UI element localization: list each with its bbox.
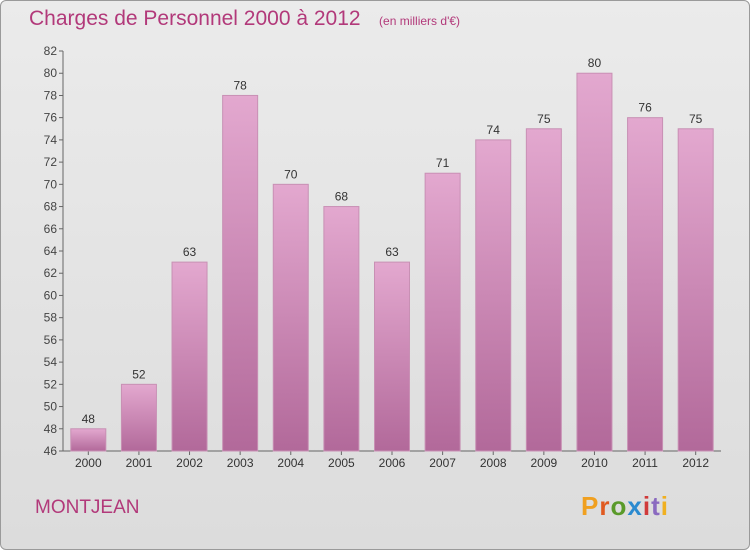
- y-tick-label: 46: [44, 444, 58, 458]
- y-tick-label: 74: [44, 133, 58, 147]
- chart-title-main: Charges de Personnel 2000 à 2012: [29, 7, 361, 30]
- y-tick-label: 60: [44, 288, 58, 302]
- bar: [222, 94, 259, 452]
- bar-value-label: 68: [335, 190, 349, 204]
- bar-value-label: 52: [132, 367, 146, 381]
- bar-value-label: 80: [588, 56, 602, 70]
- bar: [525, 128, 562, 452]
- x-tick-label: 2000: [75, 456, 102, 470]
- brand-letter: r: [599, 491, 611, 521]
- bar-value-label: 48: [82, 412, 96, 426]
- bar: [374, 261, 410, 452]
- bar: [424, 172, 461, 452]
- bar-value-label: 76: [638, 101, 652, 115]
- chart-title-unit: (en milliers d'€): [379, 14, 461, 28]
- x-tick-label: 2004: [277, 456, 304, 470]
- x-tick-label: 2005: [328, 456, 355, 470]
- bar-value-label: 75: [537, 112, 551, 126]
- y-tick-label: 68: [44, 200, 58, 214]
- brand-letter: t: [651, 491, 661, 521]
- bar: [70, 428, 107, 452]
- x-tick-label: 2010: [581, 456, 608, 470]
- x-tick-label: 2011: [632, 456, 658, 470]
- bar-value-label: 63: [385, 245, 399, 259]
- x-tick-label: 2007: [429, 456, 456, 470]
- bar: [576, 72, 613, 452]
- y-tick-label: 48: [44, 422, 58, 436]
- commune-name: MONTJEAN: [35, 497, 140, 518]
- brand-letter: P: [581, 491, 600, 521]
- brand-letter: x: [627, 491, 643, 521]
- bar: [323, 206, 360, 452]
- bar: [475, 139, 512, 452]
- bar-value-label: 74: [487, 123, 501, 137]
- x-tick-label: 2008: [480, 456, 507, 470]
- brand-logo: Proxiti: [581, 491, 669, 522]
- chart-title: Charges de Personnel 2000 à 2012 (en mil…: [29, 7, 460, 31]
- bar: [120, 383, 157, 452]
- bar: [627, 117, 664, 452]
- y-tick-label: 80: [44, 66, 58, 80]
- y-tick-label: 50: [44, 400, 58, 414]
- y-tick-label: 72: [44, 155, 58, 169]
- x-tick-label: 2002: [176, 456, 203, 470]
- y-tick-label: 82: [44, 44, 58, 58]
- bar-value-label: 78: [233, 78, 247, 92]
- bars: [70, 72, 714, 452]
- bar-value-label: 70: [284, 167, 298, 181]
- x-tick-label: 2006: [379, 456, 406, 470]
- y-tick-label: 70: [44, 177, 58, 191]
- y-tick-label: 62: [44, 266, 58, 280]
- y-tick-label: 54: [44, 355, 58, 369]
- x-tick-label: 2001: [126, 456, 153, 470]
- labels: 48 2000 52 2001 63 2002 78 2003 70 2004 68 2005 63 20…: [75, 56, 709, 470]
- x-tick-label: 2003: [227, 456, 254, 470]
- x-tick-label: 2009: [530, 456, 557, 470]
- x-tick-label: 2012: [682, 456, 709, 470]
- brand-letter: i: [642, 491, 652, 521]
- bar: [272, 183, 309, 452]
- bar-value-label: 63: [183, 245, 197, 259]
- y-tick-label: 56: [44, 333, 58, 347]
- y-tick-label: 76: [44, 111, 58, 125]
- y-tick-label: 66: [44, 222, 58, 236]
- bar-value-label: 75: [689, 112, 703, 126]
- bar-value-label: 71: [436, 156, 450, 170]
- bar: [677, 128, 714, 452]
- brand-letter: o: [610, 491, 628, 521]
- y-tick-label: 78: [44, 88, 58, 102]
- bar: [171, 261, 208, 452]
- y-tick-label: 64: [44, 244, 58, 258]
- y-tick-label: 58: [44, 311, 58, 325]
- brand-letter: i: [660, 491, 669, 521]
- y-tick-label: 52: [44, 377, 58, 391]
